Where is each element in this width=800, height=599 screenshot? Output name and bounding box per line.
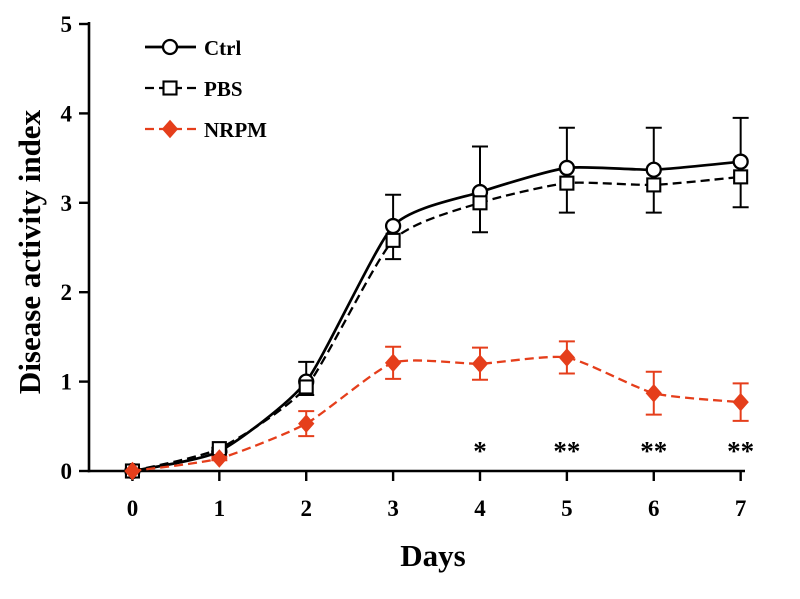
x-tick-label: 2 [300,496,312,521]
series-nrpm [124,340,749,481]
y-tick-label: 2 [61,280,73,305]
y-tick-label: 0 [61,459,73,484]
series-line-pbs [132,175,741,473]
data-point-nrpm [558,348,576,367]
x-tick-label: 1 [214,496,226,521]
data-point-ctrl [732,153,749,170]
x-tick-label: 5 [561,496,573,521]
x-tick-label: 3 [387,496,399,521]
x-tick-label: 0 [127,496,139,521]
legend-label-nrpm: NRPM [204,118,267,142]
data-point-nrpm [645,383,662,403]
data-point-pbs [298,379,314,395]
legend-item-ctrl: Ctrl [145,36,241,60]
y-tick-label: 1 [61,370,73,395]
legend-marker-ctrl [161,38,179,56]
data-point-pbs [472,195,488,211]
legend-label-pbs: PBS [204,77,243,101]
data-point-pbs [646,177,662,193]
series-line-ctrl [132,160,741,473]
data-point-ctrl [558,159,576,177]
data-point-ctrl [384,217,402,235]
y-tick-label: 5 [61,12,73,37]
series-line-nrpm [132,355,741,473]
significance-marker: * [473,436,487,466]
legend: Ctrl PBS NRPM [145,36,267,142]
data-point-nrpm [211,449,228,468]
significance-marker: ** [640,436,667,466]
data-point-nrpm [298,414,315,433]
significance-marker: ** [553,436,580,466]
data-point-pbs [559,175,575,191]
data-point-nrpm [124,461,141,481]
legend-marker-nrpm [161,119,179,139]
data-point-ctrl [645,161,662,178]
data-point-pbs [385,232,401,248]
x-tick-label: 4 [474,496,486,521]
data-point-pbs [733,169,749,185]
y-tick-label: 3 [61,191,73,216]
data-point-nrpm [384,353,402,373]
data-point-nrpm [732,392,749,412]
x-tick-label: 7 [735,496,747,521]
series-pbs [124,169,749,479]
x-axis-title: Days [400,538,465,573]
axes: 0 1 2 3 4 5 0 1 2 3 4 5 6 7 [61,12,747,521]
y-axis-title: Disease activity index [12,109,47,394]
data-point-nrpm [471,354,489,373]
legend-marker-pbs [162,80,178,96]
legend-item-pbs: PBS [145,77,243,101]
significance-marker: ** [727,436,754,466]
series-ctrl [124,116,749,480]
y-tick-label: 4 [61,101,73,126]
legend-label-ctrl: Ctrl [204,36,241,60]
legend-item-nrpm: NRPM [145,118,267,142]
plot-area: * ** ** ** [124,116,754,481]
x-tick-label: 6 [648,496,660,521]
